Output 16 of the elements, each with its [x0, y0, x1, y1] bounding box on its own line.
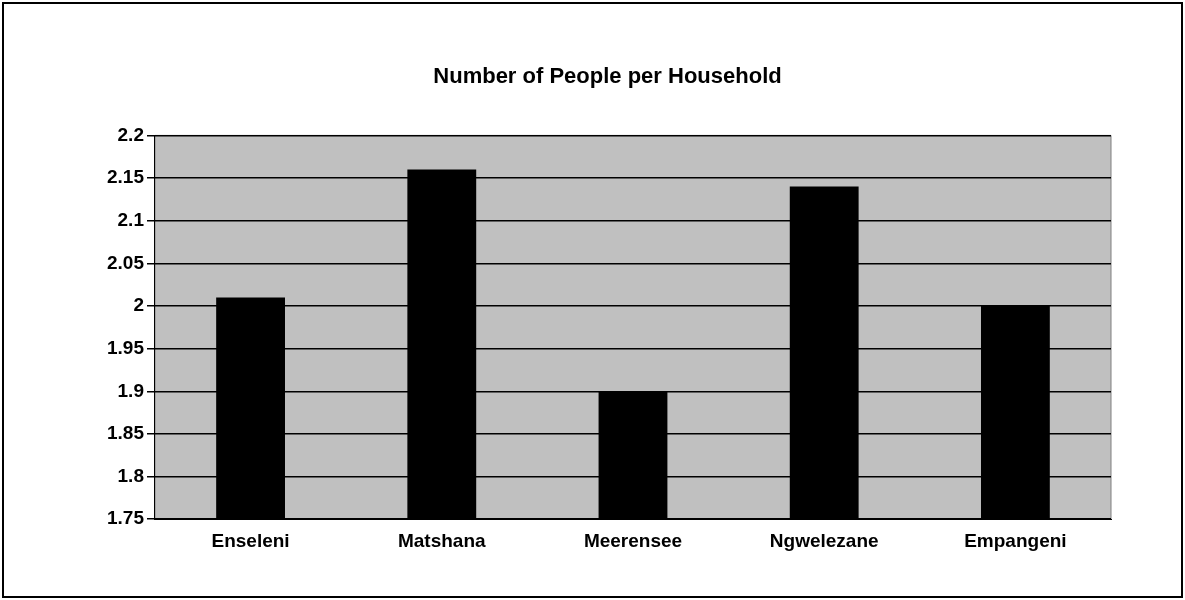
x-tick-label: Meerensee [583, 529, 683, 551]
x-tick-label: Empangeni [964, 529, 1067, 551]
y-tick-label: 2.2 [117, 123, 144, 145]
x-tick-label: Matshana [397, 529, 487, 551]
y-tick-label: 1.9 [117, 379, 144, 401]
y-tick-label: 1.95 [107, 336, 145, 358]
y-tick-label: 2.1 [117, 208, 145, 230]
x-tick-label: Ngwelezane [769, 529, 879, 551]
y-tick-label: 2 [133, 294, 144, 316]
y-tick-label: 1.8 [117, 464, 144, 486]
y-tick-label: 2.05 [107, 251, 145, 273]
chart-title: Number of People per Household [433, 63, 782, 89]
y-tick-label: 1.75 [107, 507, 145, 529]
y-tick-label: 1.85 [107, 422, 145, 444]
x-tick-label: Enseleni [211, 529, 290, 551]
y-tick-label: 2.15 [107, 166, 145, 188]
